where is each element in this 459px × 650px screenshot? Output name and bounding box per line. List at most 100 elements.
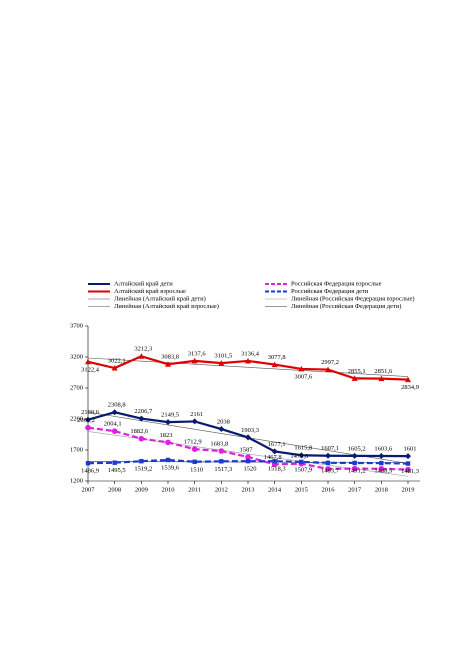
x-tick-label: 2011 [188, 486, 201, 493]
trend-line [87, 357, 409, 377]
marker [378, 465, 385, 472]
data-label: 1603,6 [374, 445, 393, 452]
legend-label: Алтайский край дети [114, 280, 173, 287]
x-tick-label: 2015 [295, 486, 308, 493]
data-label: 1491,2 [348, 467, 366, 474]
data-label: 1519,2 [134, 466, 152, 473]
data-label: 2188,6 [81, 409, 100, 416]
marker [325, 366, 331, 373]
marker [298, 365, 305, 372]
y-tick-label: 1200 [70, 477, 83, 484]
marker [351, 375, 358, 381]
data-label: 3022,1 [108, 358, 126, 365]
x-tick-label: 2014 [268, 486, 282, 493]
x-tick-label: 2012 [215, 486, 228, 493]
x-tick-label: 2010 [162, 486, 175, 493]
marker [351, 452, 358, 459]
data-label: 2206,7 [134, 408, 153, 415]
legend-label: Алтайский край взрослые [114, 288, 186, 295]
marker [272, 459, 277, 464]
data-label: 3212,3 [134, 346, 152, 353]
marker [138, 353, 145, 359]
marker [165, 457, 171, 463]
data-label: 1507,9 [294, 466, 312, 473]
marker [405, 466, 411, 473]
marker [111, 409, 118, 416]
data-label: 2149,5 [161, 412, 179, 419]
x-tick-label: 2008 [108, 486, 121, 493]
x-tick-label: 2019 [402, 486, 415, 493]
data-label: 1488,5 [374, 468, 392, 475]
marker [111, 428, 118, 434]
marker [325, 452, 331, 459]
x-tick-label: 2016 [322, 486, 336, 493]
x-tick-label: 2018 [375, 486, 388, 493]
data-label: 1479,6 [290, 453, 309, 460]
data-label: 2060,2 [77, 417, 95, 424]
legend-label: Российская Федерация взрослые [291, 280, 382, 287]
marker [299, 459, 304, 465]
data-label: 3122,4 [81, 366, 100, 373]
data-label: 1903,3 [241, 427, 259, 434]
marker [405, 453, 411, 460]
marker [405, 376, 411, 383]
data-label: 3101,5 [214, 353, 232, 360]
marker [271, 448, 278, 455]
data-label: 1518,3 [268, 466, 286, 473]
data-label: 2997,2 [321, 359, 339, 366]
data-label: 1601 [404, 446, 417, 453]
marker [138, 415, 145, 422]
data-label: 1615,8 [294, 445, 312, 452]
marker [192, 459, 197, 464]
data-label: 2038 [217, 419, 230, 426]
marker [191, 418, 198, 425]
data-label: 3137,6 [188, 350, 207, 357]
marker [85, 461, 91, 466]
x-tick-label: 2009 [135, 486, 148, 493]
y-tick-label: 1700 [70, 446, 83, 453]
marker [165, 419, 171, 426]
data-label: 1587 [240, 446, 254, 453]
marker [111, 365, 118, 371]
legend-label: Линейная (Российская Федерация взрослые) [291, 295, 415, 302]
legend-label: Российская Федерация дети [291, 288, 369, 295]
marker [245, 458, 251, 464]
marker [379, 460, 384, 466]
marker [165, 439, 171, 446]
data-label: 2834,9 [401, 384, 419, 391]
marker [405, 461, 411, 466]
marker [112, 460, 117, 465]
marker [351, 465, 358, 472]
data-label: 1510 [190, 466, 203, 473]
marker [219, 459, 224, 464]
marker [378, 452, 385, 459]
data-label: 1823 [160, 432, 173, 439]
data-label: 2161 [190, 411, 203, 418]
data-label: 1683,8 [210, 440, 228, 447]
marker [218, 426, 225, 433]
data-label: 3136,4 [241, 350, 260, 357]
marker [352, 460, 357, 466]
data-label: 2308,8 [108, 402, 126, 409]
marker [378, 375, 385, 382]
data-label: 1467,8 [264, 454, 282, 461]
data-label: 1493,7 [321, 467, 340, 474]
marker [245, 454, 251, 460]
marker [245, 357, 251, 364]
x-tick-label: 2017 [348, 486, 362, 493]
y-tick-label: 2200 [70, 415, 83, 422]
data-label: 3007,6 [294, 373, 313, 380]
marker [138, 435, 145, 442]
marker [85, 424, 91, 431]
marker [298, 452, 305, 459]
data-label: 1486,9 [81, 468, 99, 475]
marker [218, 448, 225, 454]
data-label: 1882,6 [130, 428, 149, 435]
y-tick-label: 2700 [70, 384, 83, 391]
marker [139, 459, 144, 464]
data-label: 2851,6 [374, 368, 393, 375]
marker [191, 357, 198, 364]
data-label: 1517,3 [214, 466, 232, 473]
data-label: 1520 [244, 466, 257, 473]
